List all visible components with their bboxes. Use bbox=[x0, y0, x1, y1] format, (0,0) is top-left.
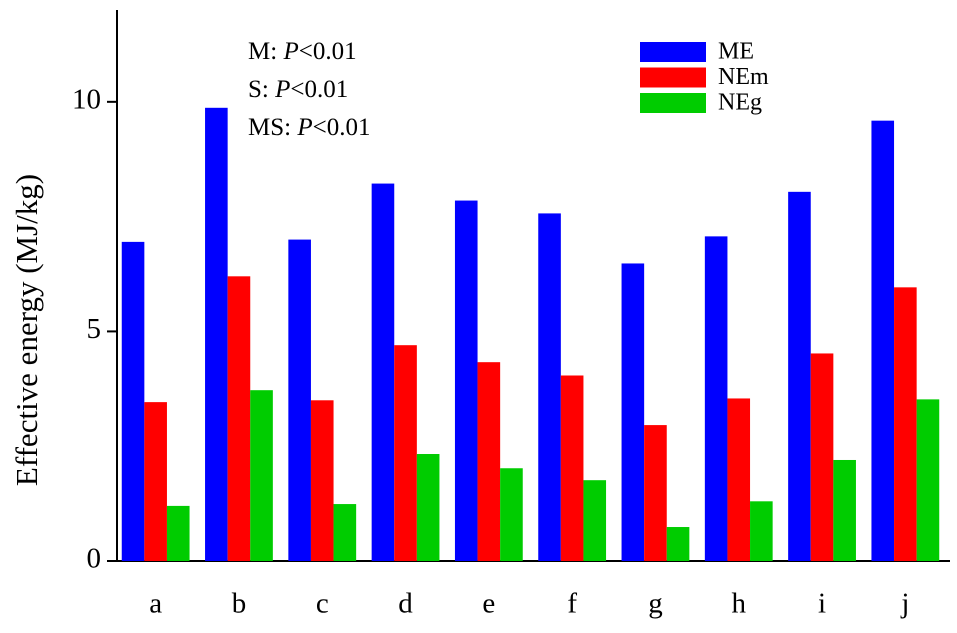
annotation-prefix: MS: bbox=[248, 114, 297, 141]
bar bbox=[333, 504, 357, 561]
x-tick-label: j bbox=[900, 588, 909, 620]
annotation: M: P<0.01 bbox=[248, 38, 357, 65]
bar bbox=[727, 398, 751, 561]
annotation-italic: P bbox=[296, 114, 312, 141]
y-axis-label: Effective energy (MJ/kg) bbox=[9, 174, 44, 486]
bar bbox=[288, 239, 311, 562]
bar bbox=[371, 183, 395, 561]
bar bbox=[454, 200, 478, 561]
bar bbox=[477, 362, 501, 561]
bar bbox=[394, 345, 417, 561]
bar bbox=[538, 213, 561, 561]
annotation-italic: P bbox=[274, 76, 290, 103]
x-tick-label: h bbox=[732, 588, 747, 620]
bar bbox=[810, 353, 834, 561]
x-tick-label: f bbox=[567, 588, 577, 620]
x-tick-label: g bbox=[648, 588, 663, 620]
legend-swatch bbox=[640, 93, 706, 113]
annotation-prefix: S: bbox=[248, 76, 275, 103]
bar bbox=[500, 468, 523, 561]
bar bbox=[621, 263, 645, 561]
bar bbox=[916, 399, 940, 561]
legend-swatch bbox=[640, 42, 706, 62]
legend-swatch bbox=[640, 67, 706, 88]
bar bbox=[666, 527, 690, 561]
bar bbox=[871, 120, 895, 561]
legend-label: NEm bbox=[718, 64, 769, 90]
y-tick-label: 0 bbox=[87, 543, 102, 575]
bar bbox=[704, 236, 728, 561]
x-tick-label: b bbox=[232, 588, 247, 620]
bar bbox=[644, 425, 667, 561]
annotation-italic: P bbox=[282, 38, 298, 65]
x-tick-label: d bbox=[398, 588, 413, 620]
bar bbox=[144, 402, 167, 561]
bar bbox=[583, 480, 607, 561]
annotation-suffix: <0.01 bbox=[313, 114, 371, 141]
bar bbox=[416, 454, 440, 561]
x-tick-label: c bbox=[316, 588, 329, 620]
bar bbox=[788, 191, 811, 561]
bar bbox=[250, 390, 273, 561]
bar bbox=[833, 459, 856, 561]
bar bbox=[166, 505, 190, 561]
bar bbox=[560, 375, 584, 561]
annotation: S: P<0.01 bbox=[248, 76, 348, 103]
annotation: MS: P<0.01 bbox=[248, 114, 370, 141]
y-tick-label: 10 bbox=[72, 83, 101, 115]
bar bbox=[227, 276, 251, 561]
legend-label: NEg bbox=[718, 90, 762, 116]
bar bbox=[205, 107, 228, 562]
bar bbox=[750, 501, 773, 561]
y-tick-label: 5 bbox=[87, 313, 102, 345]
bar bbox=[310, 400, 334, 561]
bar bbox=[894, 287, 917, 561]
bar bbox=[121, 241, 145, 562]
legend-label: ME bbox=[718, 39, 754, 65]
annotation-suffix: <0.01 bbox=[299, 38, 357, 65]
x-tick-label: i bbox=[818, 588, 826, 620]
x-tick-label: e bbox=[482, 588, 495, 620]
x-tick-label: a bbox=[149, 588, 162, 620]
annotation-prefix: M: bbox=[248, 38, 283, 65]
annotation-suffix: <0.01 bbox=[290, 76, 348, 103]
